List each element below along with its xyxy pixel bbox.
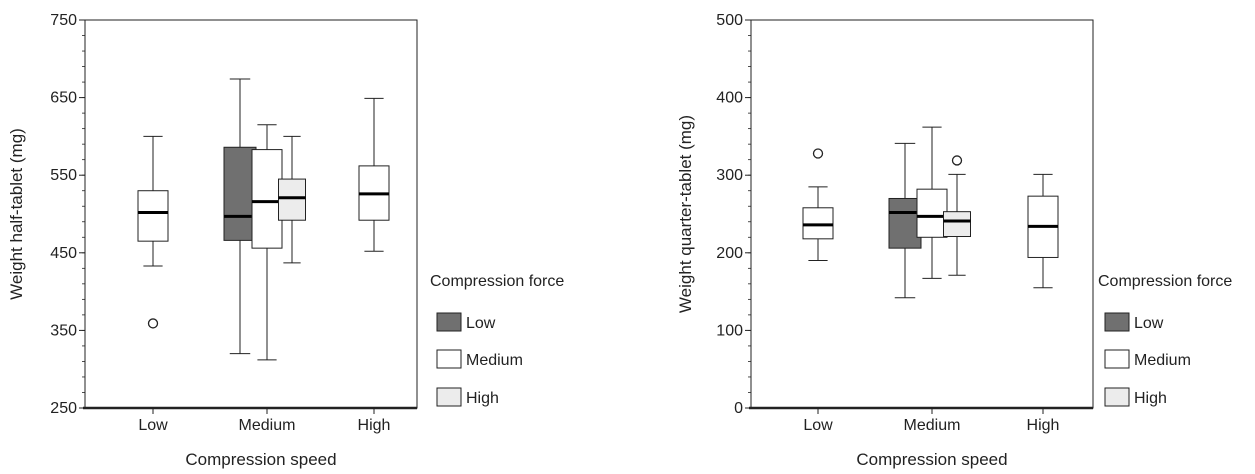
chart-quarter-legend-label-low: Low [1134,315,1164,332]
chart-half-y-tick-label: 450 [50,245,77,262]
chart-quarter-box-low-speed-medium-force-outlier [812,148,824,159]
chart-half-box-medium-speed-high-force [278,135,306,264]
chart-half-box-low-speed-medium-force [137,135,169,329]
chart-quarter-legend-label-high: High [1134,390,1167,407]
chart-half-legend-swatch-high [436,387,462,407]
chart-half-box-low-speed-medium-force-iqr-box [137,190,169,242]
chart-half-legend-swatch-low [436,312,462,332]
chart-half-y-tick-label: 350 [50,322,77,339]
chart-half-legend-title: Compression force [430,273,564,290]
chart-half-x-tick-label-low: Low [138,417,168,434]
chart-half-y-tick-label: 750 [50,12,77,29]
chart-quarter-x-axis-title: Compression speed [856,450,1007,469]
chart-half-y-tick-label: 550 [50,167,77,184]
chart-quarter-box-high-speed-medium-force [1027,173,1059,289]
chart-quarter-legend-swatch-medium [1104,349,1130,369]
chart-half-box-low-speed-medium-force-outlier [147,318,159,329]
chart-quarter-legend-swatch-high [1104,387,1130,407]
chart-quarter-y-tick-label: 0 [734,400,743,417]
chart-half-x-tick-label-high: High [358,417,391,434]
chart-half-y-tick-label: 650 [50,90,77,107]
chart-quarter-legend-label-medium: Medium [1134,352,1191,369]
chart-quarter-box-medium-speed-low-force-iqr-box [888,197,922,249]
chart-quarter-legend-title: Compression force [1098,273,1232,290]
chart-half-box-medium-speed-high-force-iqr-box [278,178,306,221]
chart-quarter-y-tick-label: 100 [716,322,743,339]
chart-half-x-tick-label-medium: Medium [239,417,296,434]
chart-half-legend-label-medium: Medium [466,352,523,369]
chart-quarter-box-low-speed-medium-force-iqr-box [802,207,834,240]
chart-quarter-y-tick-label: 500 [716,12,743,29]
chart-half-y-tick-label: 250 [50,400,77,417]
chart-quarter-box-medium-speed-high-force-outlier [951,155,963,166]
chart-quarter-x-tick-label-medium: Medium [904,417,961,434]
chart-half-box-medium-speed-low-force-iqr-box [223,146,257,241]
chart-half-legend-label-low: Low [466,315,496,332]
chart-quarter-box-medium-speed-high-force [943,155,971,276]
chart-half-y-axis-title: Weight half-tablet (mg) [7,128,26,300]
chart-quarter-box-low-speed-medium-force [802,148,834,262]
chart-quarter-y-tick-label: 300 [716,167,743,184]
chart-quarter-legend-swatch-low [1104,312,1130,332]
chart-half-box-high-speed-medium-force [358,97,390,252]
chart-quarter-box-medium-speed-high-force-iqr-box [943,211,971,238]
chart-quarter-box-medium-speed-medium-force-iqr-box [916,188,948,238]
chart-half-legend-label-high: High [466,390,499,407]
chart-half-box-medium-speed-medium-force [251,124,283,361]
chart-quarter-y-axis-title: Weight quarter-tablet (mg) [676,115,695,313]
chart-half-box-medium-speed-low-force [223,78,257,355]
chart-quarter-x-tick-label-low: Low [803,417,833,434]
chart-quarter-x-tick-label-high: High [1027,417,1060,434]
chart-half-box-medium-speed-medium-force-iqr-box [251,149,283,249]
chart-half-legend-swatch-medium [436,349,462,369]
chart-quarter-y-tick-label: 400 [716,90,743,107]
chart-half-x-axis-title: Compression speed [185,450,336,469]
chart-quarter-box-medium-speed-low-force [888,142,922,299]
chart-quarter-box-medium-speed-medium-force [916,126,948,279]
chart-quarter-y-tick-label: 200 [716,245,743,262]
